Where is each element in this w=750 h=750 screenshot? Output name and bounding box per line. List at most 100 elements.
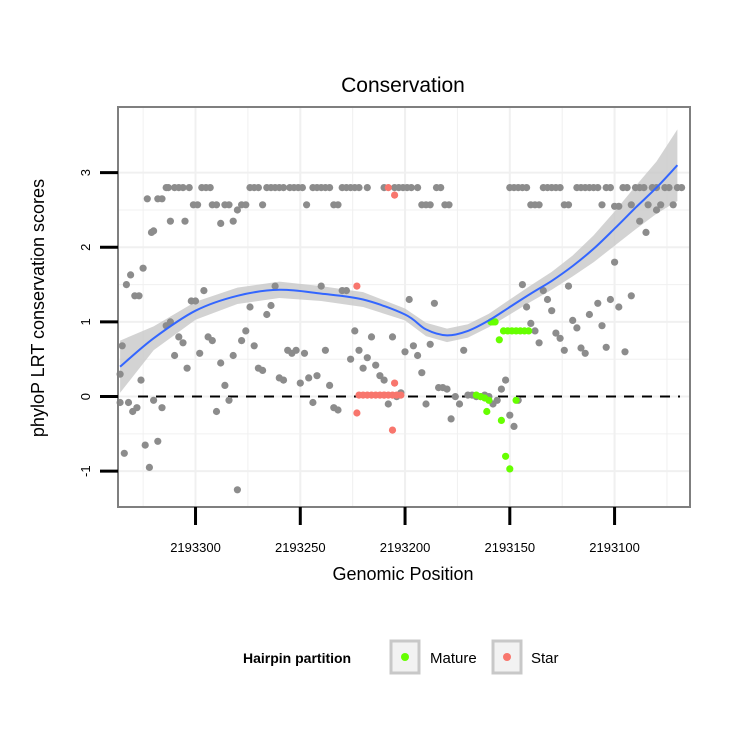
point-other bbox=[493, 396, 501, 404]
point-mature bbox=[497, 416, 505, 424]
point-other bbox=[602, 343, 610, 351]
point-other bbox=[644, 201, 652, 209]
point-other bbox=[171, 351, 179, 360]
point-other bbox=[615, 303, 623, 311]
legend-title: Hairpin partition bbox=[243, 650, 351, 666]
scatter-points bbox=[116, 184, 686, 494]
point-other bbox=[326, 381, 334, 389]
point-other bbox=[181, 217, 189, 225]
point-other bbox=[623, 184, 631, 192]
point-other bbox=[137, 376, 145, 384]
point-other bbox=[455, 400, 464, 408]
point-other bbox=[418, 369, 426, 377]
point-other bbox=[569, 316, 577, 324]
point-other bbox=[118, 342, 126, 350]
point-other bbox=[120, 449, 128, 457]
point-other bbox=[594, 184, 602, 192]
point-other bbox=[405, 295, 413, 304]
point-other bbox=[317, 282, 325, 290]
point-other bbox=[388, 333, 397, 341]
point-other bbox=[437, 184, 445, 192]
point-other bbox=[225, 201, 233, 209]
point-other bbox=[150, 227, 158, 235]
point-star bbox=[388, 426, 397, 434]
point-other bbox=[560, 346, 568, 354]
point-other bbox=[133, 404, 141, 412]
point-other bbox=[594, 299, 602, 307]
point-other bbox=[414, 184, 422, 192]
point-other bbox=[191, 297, 200, 305]
point-other bbox=[621, 348, 629, 356]
legend-label-mature: Mature bbox=[430, 650, 477, 667]
point-other bbox=[263, 310, 271, 319]
x-axis-label: Genomic Position bbox=[332, 564, 473, 584]
point-other bbox=[351, 327, 359, 335]
point-other bbox=[141, 441, 149, 449]
point-other bbox=[303, 201, 311, 209]
legend-key-mature bbox=[389, 639, 421, 675]
point-other bbox=[606, 295, 615, 304]
point-other bbox=[636, 217, 644, 225]
point-other bbox=[367, 333, 376, 341]
point-other bbox=[233, 206, 241, 214]
point-other bbox=[267, 301, 275, 310]
point-other bbox=[606, 184, 615, 192]
point-other bbox=[355, 346, 363, 354]
point-other bbox=[414, 351, 422, 360]
point-other bbox=[372, 361, 380, 369]
point-other bbox=[497, 385, 505, 393]
point-other bbox=[627, 292, 635, 300]
point-other bbox=[300, 349, 309, 357]
point-star bbox=[353, 282, 361, 290]
point-other bbox=[179, 184, 187, 192]
point-other bbox=[309, 398, 317, 407]
point-other bbox=[430, 299, 438, 307]
smooth-line-group bbox=[119, 164, 679, 368]
x-tick-label: 2193200 bbox=[380, 540, 431, 555]
point-other bbox=[166, 318, 174, 326]
x-tick-label: 2193250 bbox=[275, 540, 326, 555]
point-other bbox=[443, 385, 451, 393]
point-other bbox=[254, 184, 262, 192]
point-other bbox=[665, 184, 673, 192]
point-other bbox=[183, 364, 191, 372]
point-other bbox=[426, 201, 434, 209]
point-other bbox=[384, 400, 392, 408]
point-other bbox=[150, 396, 158, 404]
point-other bbox=[305, 374, 313, 382]
point-other bbox=[313, 372, 321, 380]
point-other bbox=[246, 303, 254, 311]
point-other bbox=[298, 184, 306, 192]
point-other bbox=[185, 184, 193, 192]
point-other bbox=[640, 184, 648, 192]
point-other bbox=[250, 342, 258, 350]
point-other bbox=[556, 334, 564, 342]
point-other bbox=[225, 396, 233, 404]
point-other bbox=[321, 346, 329, 354]
point-other bbox=[359, 364, 367, 372]
point-other bbox=[154, 437, 162, 445]
point-other bbox=[445, 201, 453, 209]
point-other bbox=[326, 184, 334, 192]
point-other bbox=[577, 344, 585, 352]
point-other bbox=[401, 348, 409, 356]
point-other bbox=[548, 307, 556, 315]
point-other bbox=[409, 342, 417, 350]
point-other bbox=[196, 349, 204, 357]
point-other bbox=[279, 376, 288, 384]
point-other bbox=[363, 354, 371, 362]
y-tick-label: -1 bbox=[78, 465, 93, 477]
point-other bbox=[598, 201, 606, 209]
point-other bbox=[200, 287, 208, 295]
point-other bbox=[460, 346, 468, 354]
point-other bbox=[143, 195, 151, 203]
point-other bbox=[242, 327, 250, 335]
x-tick-label: 2193100 bbox=[589, 540, 640, 555]
y-axis-label: phyloP LRT conservation scores bbox=[28, 179, 48, 437]
point-other bbox=[342, 287, 350, 295]
point-star bbox=[384, 184, 392, 192]
point-other bbox=[564, 282, 573, 290]
point-other bbox=[573, 324, 581, 332]
point-other bbox=[652, 206, 661, 214]
